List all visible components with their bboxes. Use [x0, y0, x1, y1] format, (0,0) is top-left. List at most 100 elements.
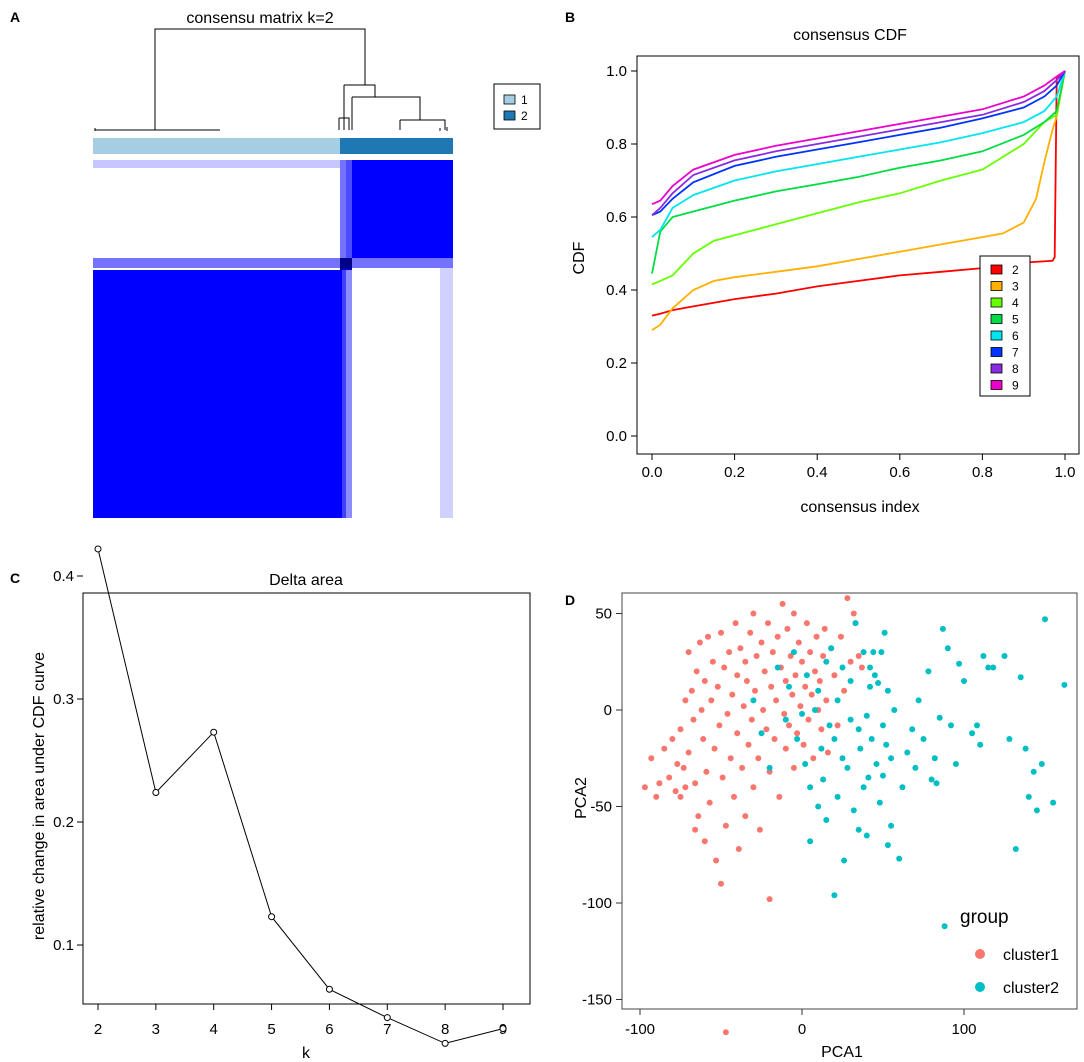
pca-point-cluster1 — [847, 658, 854, 665]
panel-c-ylabel: relative change in area under CDF curve — [31, 652, 48, 940]
d-xtick-label: 100 — [951, 1021, 976, 1038]
b-xtick-label: 0.8 — [972, 464, 993, 481]
pca-point-cluster2 — [807, 784, 814, 791]
pca-point-cluster2 — [888, 822, 895, 829]
b-xtick-label: 0.2 — [724, 464, 745, 481]
pca-point-cluster1 — [688, 687, 695, 694]
b-ytick-label: 0.0 — [606, 428, 627, 445]
delta-area-point — [94, 545, 102, 553]
pca-point-cluster2 — [802, 761, 809, 767]
cdf-line-k3 — [651, 70, 1066, 331]
pca-point-cluster1 — [755, 755, 762, 762]
pca-point-cluster1 — [781, 710, 788, 717]
pca-point-cluster2 — [936, 714, 943, 721]
pca-point-cluster1 — [750, 784, 757, 791]
cdf-line-k6 — [651, 70, 1066, 238]
pca-point-cluster2 — [820, 776, 827, 783]
pca-point-cluster1 — [722, 822, 729, 829]
delta-area-point — [210, 728, 218, 736]
pca-point-cluster2 — [909, 726, 916, 733]
pca-point-cluster1 — [831, 672, 838, 679]
pca-point-cluster1 — [837, 633, 844, 640]
b-ytick-label: 1.0 — [606, 63, 627, 80]
pca-point-cluster1 — [726, 649, 733, 656]
pca-point-cluster1 — [677, 793, 684, 800]
c-ytick-label: 0.2 — [53, 814, 74, 831]
panel-c-xlabel: k — [302, 1045, 311, 1062]
pca-point-cluster2 — [896, 855, 903, 862]
pca-point-cluster2 — [977, 741, 984, 748]
c-ytick-label: 0.3 — [53, 691, 74, 708]
pca-point-cluster2 — [880, 722, 886, 729]
d-ytick-label: 50 — [595, 606, 612, 623]
b-legend-label: 4 — [1012, 296, 1019, 310]
pca-point-cluster2 — [878, 649, 885, 656]
pca-point-cluster1 — [682, 784, 689, 791]
pca-point-cluster2 — [1006, 736, 1013, 742]
panel-c-label: C — [10, 570, 20, 586]
pca-point-cluster2 — [826, 722, 833, 729]
pca-point-cluster1 — [820, 653, 827, 659]
pca-point-cluster1 — [774, 633, 781, 640]
panel-d-xlabel: PCA1 — [821, 1044, 863, 1061]
cdf-line-k4 — [651, 70, 1066, 286]
pca-point-cluster1 — [844, 595, 851, 602]
panel-a-title: consensu matrix k=2 — [186, 10, 333, 27]
pca-point-cluster1 — [810, 755, 817, 762]
pca-point-cluster1 — [858, 664, 865, 671]
delta-area-point — [325, 985, 333, 993]
panel-b-title: consensus CDF — [793, 27, 907, 44]
pca-point-cluster2 — [794, 736, 801, 742]
pca-point-cluster1 — [812, 668, 818, 675]
pca-point-cluster1 — [805, 716, 812, 723]
pca-point-cluster2 — [812, 707, 818, 713]
pca-point-cluster2 — [876, 799, 883, 806]
pca-point-cluster2 — [1025, 793, 1032, 800]
pca-point-cluster2 — [860, 784, 867, 791]
b-legend-label: 5 — [1012, 313, 1019, 327]
b-legend-swatch — [990, 363, 1003, 374]
pca-point-cluster1 — [716, 722, 723, 729]
pca-point-cluster1 — [782, 678, 789, 684]
b-legend-label: 9 — [1012, 379, 1019, 393]
b-legend-label: 8 — [1012, 362, 1019, 376]
pca-point-cluster1 — [821, 625, 828, 632]
b-legend-swatch — [990, 297, 1003, 308]
pca-point-cluster2 — [828, 645, 835, 652]
pca-point-cluster1 — [692, 826, 699, 833]
b-xtick-label: 0.4 — [807, 464, 828, 481]
pca-point-cluster2 — [952, 761, 959, 767]
pca-point-cluster2 — [831, 736, 838, 742]
b-legend-label: 6 — [1012, 329, 1019, 343]
legend-label-2: 2 — [521, 109, 528, 123]
pca-point-cluster1 — [732, 620, 739, 627]
pca-point-cluster1 — [752, 687, 758, 694]
pca-point-cluster1 — [669, 736, 676, 742]
pca-point-cluster1 — [677, 726, 684, 733]
b-xtick-label: 0.6 — [889, 464, 910, 481]
pca-point-cluster2 — [1012, 846, 1019, 852]
pca-point-cluster2 — [847, 678, 854, 684]
panel-c: C Delta area 234567890.10.20.30.4 relati… — [10, 545, 531, 1062]
pca-point-cluster1 — [705, 633, 711, 640]
pca-point-cluster1 — [750, 610, 757, 617]
pca-point-cluster2 — [899, 784, 906, 791]
pca-point-cluster1 — [765, 620, 771, 627]
pca-point-cluster2 — [867, 683, 873, 690]
pca-point-cluster1 — [790, 610, 797, 617]
panel-d-legend: group cluster1 cluster2 — [960, 907, 1059, 997]
pca-point-cluster1 — [682, 697, 689, 704]
legend-swatch-2 — [503, 110, 516, 121]
pca-point-cluster1 — [700, 736, 707, 742]
pca-point-cluster2 — [823, 658, 830, 665]
panel-b-ylabel: CDF — [571, 241, 588, 274]
pca-point-cluster2 — [852, 620, 859, 627]
pca-point-cluster1 — [803, 620, 810, 627]
pca-point-cluster1 — [706, 799, 713, 806]
pca-point-cluster1 — [808, 691, 815, 698]
pca-point-cluster2 — [841, 857, 848, 864]
pca-point-cluster1 — [742, 813, 749, 820]
panel-b-label: B — [565, 9, 575, 25]
pca-point-cluster1 — [797, 703, 804, 710]
c-ytick-label: 0.1 — [53, 937, 74, 954]
